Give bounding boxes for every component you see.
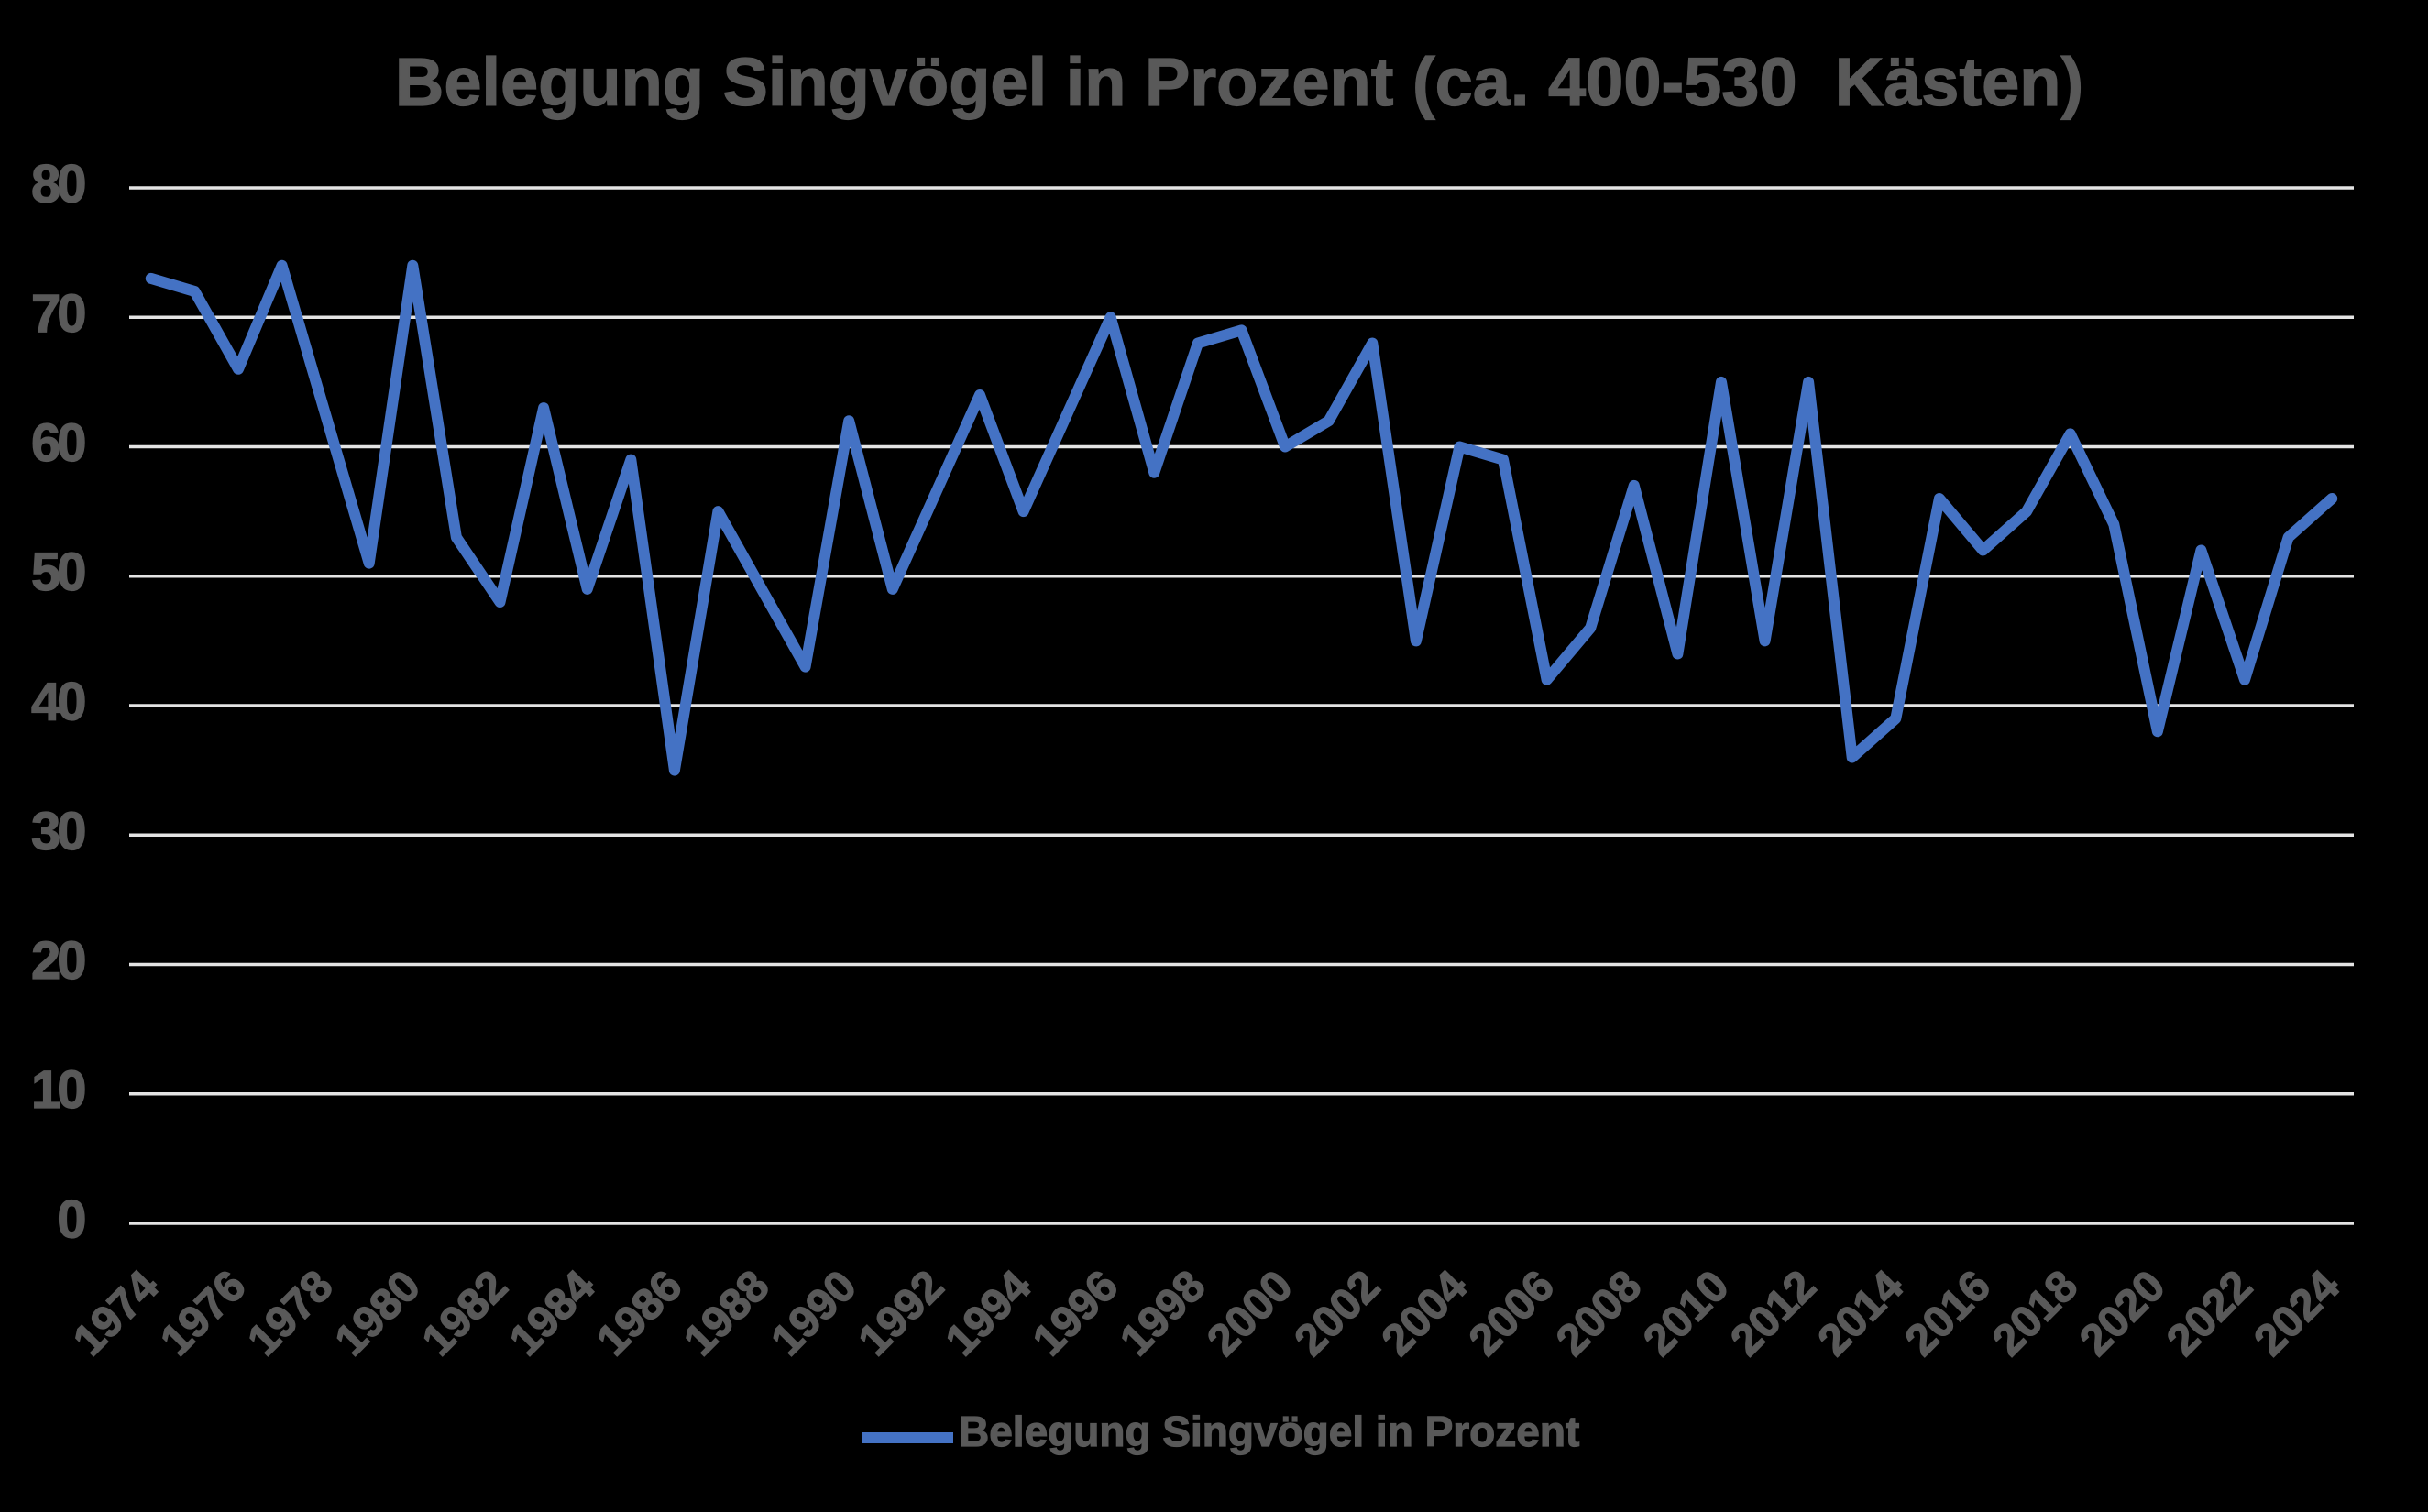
svg-text:30: 30 — [31, 802, 84, 861]
svg-text:Belegung Singvögel in Prozent: Belegung Singvögel in Prozent (ca. 400-5… — [395, 44, 2083, 120]
svg-text:80: 80 — [31, 155, 84, 214]
svg-text:40: 40 — [31, 673, 84, 732]
svg-text:Belegung Singvögel in Prozent: Belegung Singvögel in Prozent — [959, 1408, 1579, 1455]
svg-text:20: 20 — [31, 931, 84, 991]
svg-text:10: 10 — [31, 1060, 84, 1120]
svg-text:60: 60 — [31, 413, 84, 473]
svg-text:0: 0 — [57, 1190, 84, 1250]
svg-text:50: 50 — [31, 542, 84, 602]
svg-text:70: 70 — [31, 284, 84, 344]
